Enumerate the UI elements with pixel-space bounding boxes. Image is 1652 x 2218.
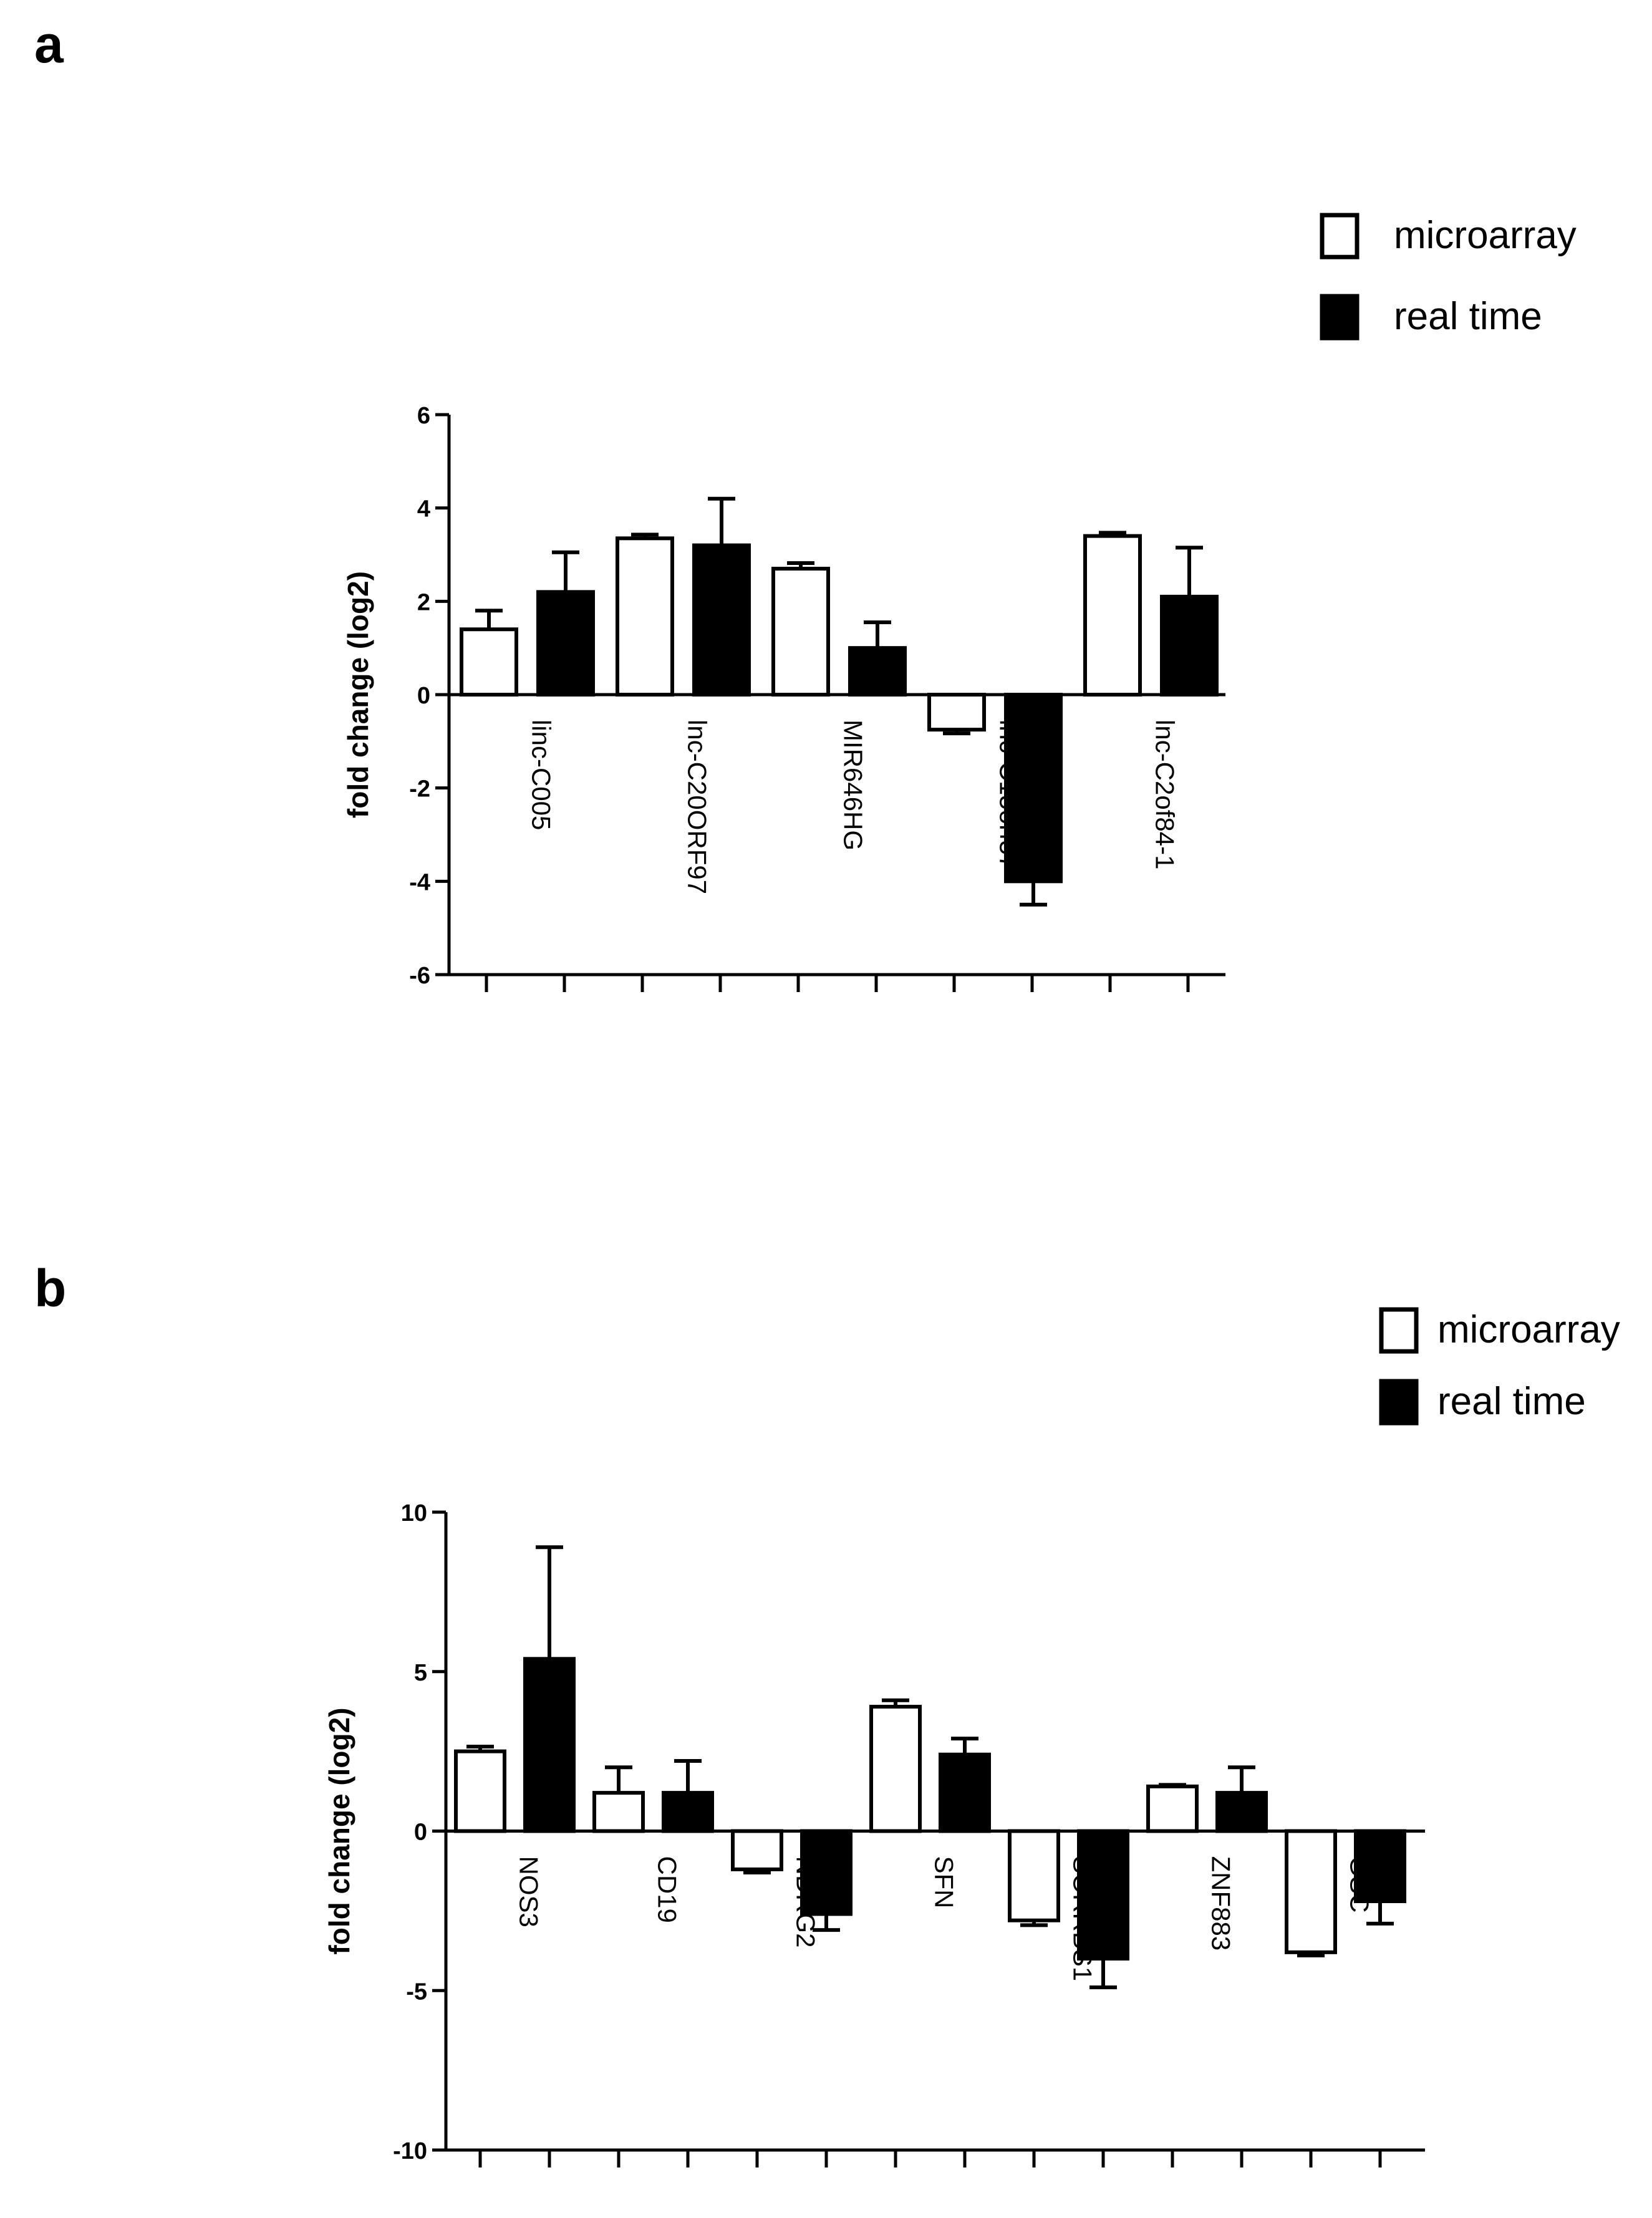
category-label-b: NOS3 <box>514 1856 544 1927</box>
y-axis-title-b: fold change (log2) <box>323 1707 355 1954</box>
bar-a-microarray <box>771 566 830 697</box>
legend-swatch-a-0 <box>1320 213 1360 259</box>
panel-label-b: b <box>34 1259 66 1318</box>
y-tick-label-b: 0 <box>414 1820 427 1846</box>
y-axis-title-a: fold change (log2) <box>342 571 374 818</box>
bar-b-microarray <box>869 1705 922 1833</box>
bar-a-realtime <box>848 646 907 697</box>
bar-b-realtime <box>1354 1829 1406 1904</box>
legend-swatch-a-1 <box>1320 294 1360 340</box>
chart-b: 10 5 0 -5 -10 fold change (log2) NOS3 CD19 NDRG2… <box>323 1307 1620 2167</box>
bar-a-microarray <box>460 627 518 697</box>
bar-b-microarray <box>454 1749 506 1833</box>
bar-b-microarray <box>1285 1829 1337 1954</box>
legend-label-a-0: microarray <box>1394 214 1577 257</box>
legend-label-a-1: real time <box>1394 295 1542 338</box>
bar-b-microarray <box>1146 1784 1199 1833</box>
bar-b-microarray <box>731 1829 783 1871</box>
bar-a-realtime <box>1160 594 1219 697</box>
category-label-a: lnc-C2of84-1 <box>1151 720 1180 869</box>
category-label-a: lnc-C15orf57 <box>995 720 1024 869</box>
chart-a: 6 4 2 0 -2 -4 -6 fold change (log2) linc-C005 lnc… <box>342 213 1577 992</box>
bar-b-realtime <box>662 1791 714 1833</box>
y-tick-label-b: 10 <box>401 1500 427 1526</box>
category-label-b: ZNF883 <box>1207 1856 1236 1951</box>
legend-label-b-0: microarray <box>1437 1308 1620 1351</box>
bar-b-realtime <box>1215 1791 1268 1833</box>
y-tick-label-b: -10 <box>393 2138 427 2164</box>
bar-b-realtime <box>1077 1829 1129 1961</box>
y-tick-label-a: 2 <box>417 589 430 615</box>
y-tick-label-a: 6 <box>417 403 430 429</box>
bar-a-microarray <box>616 536 674 697</box>
bar-a-microarray <box>1083 534 1142 697</box>
category-label-a: lnc-C20ORF97 <box>683 720 712 894</box>
legend-swatch-b-0 <box>1379 1307 1419 1354</box>
y-tick-label-a: -4 <box>409 869 430 895</box>
category-label-b: SORRBS1 <box>1068 1856 1098 1982</box>
y-tick-label-a: 0 <box>417 683 430 709</box>
category-label-b: NDRG2 <box>791 1856 821 1948</box>
y-tick-label-a: -2 <box>409 776 430 803</box>
y-tick-label-b: 5 <box>414 1660 427 1686</box>
bar-b-microarray <box>1008 1829 1060 1922</box>
bar-b-realtime <box>523 1657 576 1833</box>
category-label-a: linc-C005 <box>527 720 556 830</box>
panel-label-a: a <box>34 15 64 74</box>
bar-b-realtime <box>800 1829 853 1916</box>
category-label-b: SFN <box>930 1856 959 1909</box>
legend-swatch-b-1 <box>1379 1379 1419 1425</box>
bar-a-microarray <box>927 693 986 732</box>
y-tick-label-b: -5 <box>406 1979 427 2005</box>
legend-label-b-1: real time <box>1437 1380 1586 1423</box>
category-label-b: CD19 <box>653 1856 682 1923</box>
category-label-a: MIR646HG <box>839 720 868 851</box>
y-tick-label-a: 4 <box>417 496 430 523</box>
y-tick-label-a: -6 <box>409 963 430 989</box>
bar-a-realtime <box>692 543 751 697</box>
bar-b-microarray <box>592 1791 645 1833</box>
bar-a-realtime <box>1004 693 1063 884</box>
category-label-b: GSC <box>1345 1856 1374 1913</box>
bar-a-realtime <box>536 590 595 697</box>
bar-b-realtime <box>939 1752 991 1833</box>
